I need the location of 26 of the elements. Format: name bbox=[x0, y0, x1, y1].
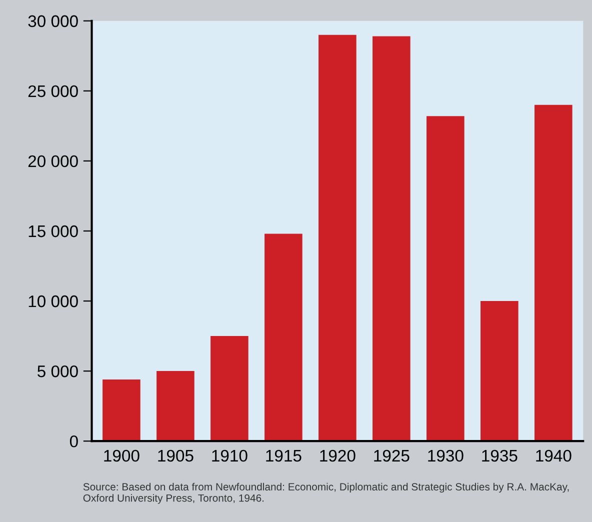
bar bbox=[372, 36, 410, 442]
bar bbox=[264, 234, 302, 442]
x-tick-label: 1940 bbox=[536, 450, 572, 462]
x-tick-label: 1930 bbox=[428, 450, 464, 462]
x-tick-label: 1935 bbox=[482, 450, 518, 462]
y-tick-label: 20 000 bbox=[28, 155, 78, 168]
y-tick-label: 10 000 bbox=[28, 295, 78, 308]
bar bbox=[534, 104, 572, 442]
x-tick-label: 1925 bbox=[374, 450, 410, 462]
y-tick-label: 30 000 bbox=[28, 15, 78, 28]
bar bbox=[210, 336, 248, 442]
bar bbox=[102, 379, 140, 442]
y-tick-label: 15 000 bbox=[28, 225, 78, 238]
bar bbox=[480, 301, 518, 442]
x-tick-label: 1900 bbox=[104, 450, 140, 462]
x-tick-label: 1915 bbox=[266, 450, 302, 462]
bar bbox=[156, 371, 194, 442]
x-tick-label: 1905 bbox=[158, 450, 194, 462]
y-tick-label: 25 000 bbox=[28, 85, 78, 98]
x-tick-label: 1910 bbox=[212, 450, 248, 462]
bar bbox=[426, 116, 464, 442]
y-tick-label: 5 000 bbox=[38, 365, 78, 378]
source-note: Source: Based on data from Newfoundland: Economic, Diplomatic and Strategic Studies by R.A. MacKay, Oxford University Press, Toronto, 1946. bbox=[83, 482, 569, 504]
y-tick-label: 0 bbox=[70, 435, 78, 448]
bar bbox=[318, 34, 356, 442]
x-tick-label: 1920 bbox=[320, 450, 356, 462]
